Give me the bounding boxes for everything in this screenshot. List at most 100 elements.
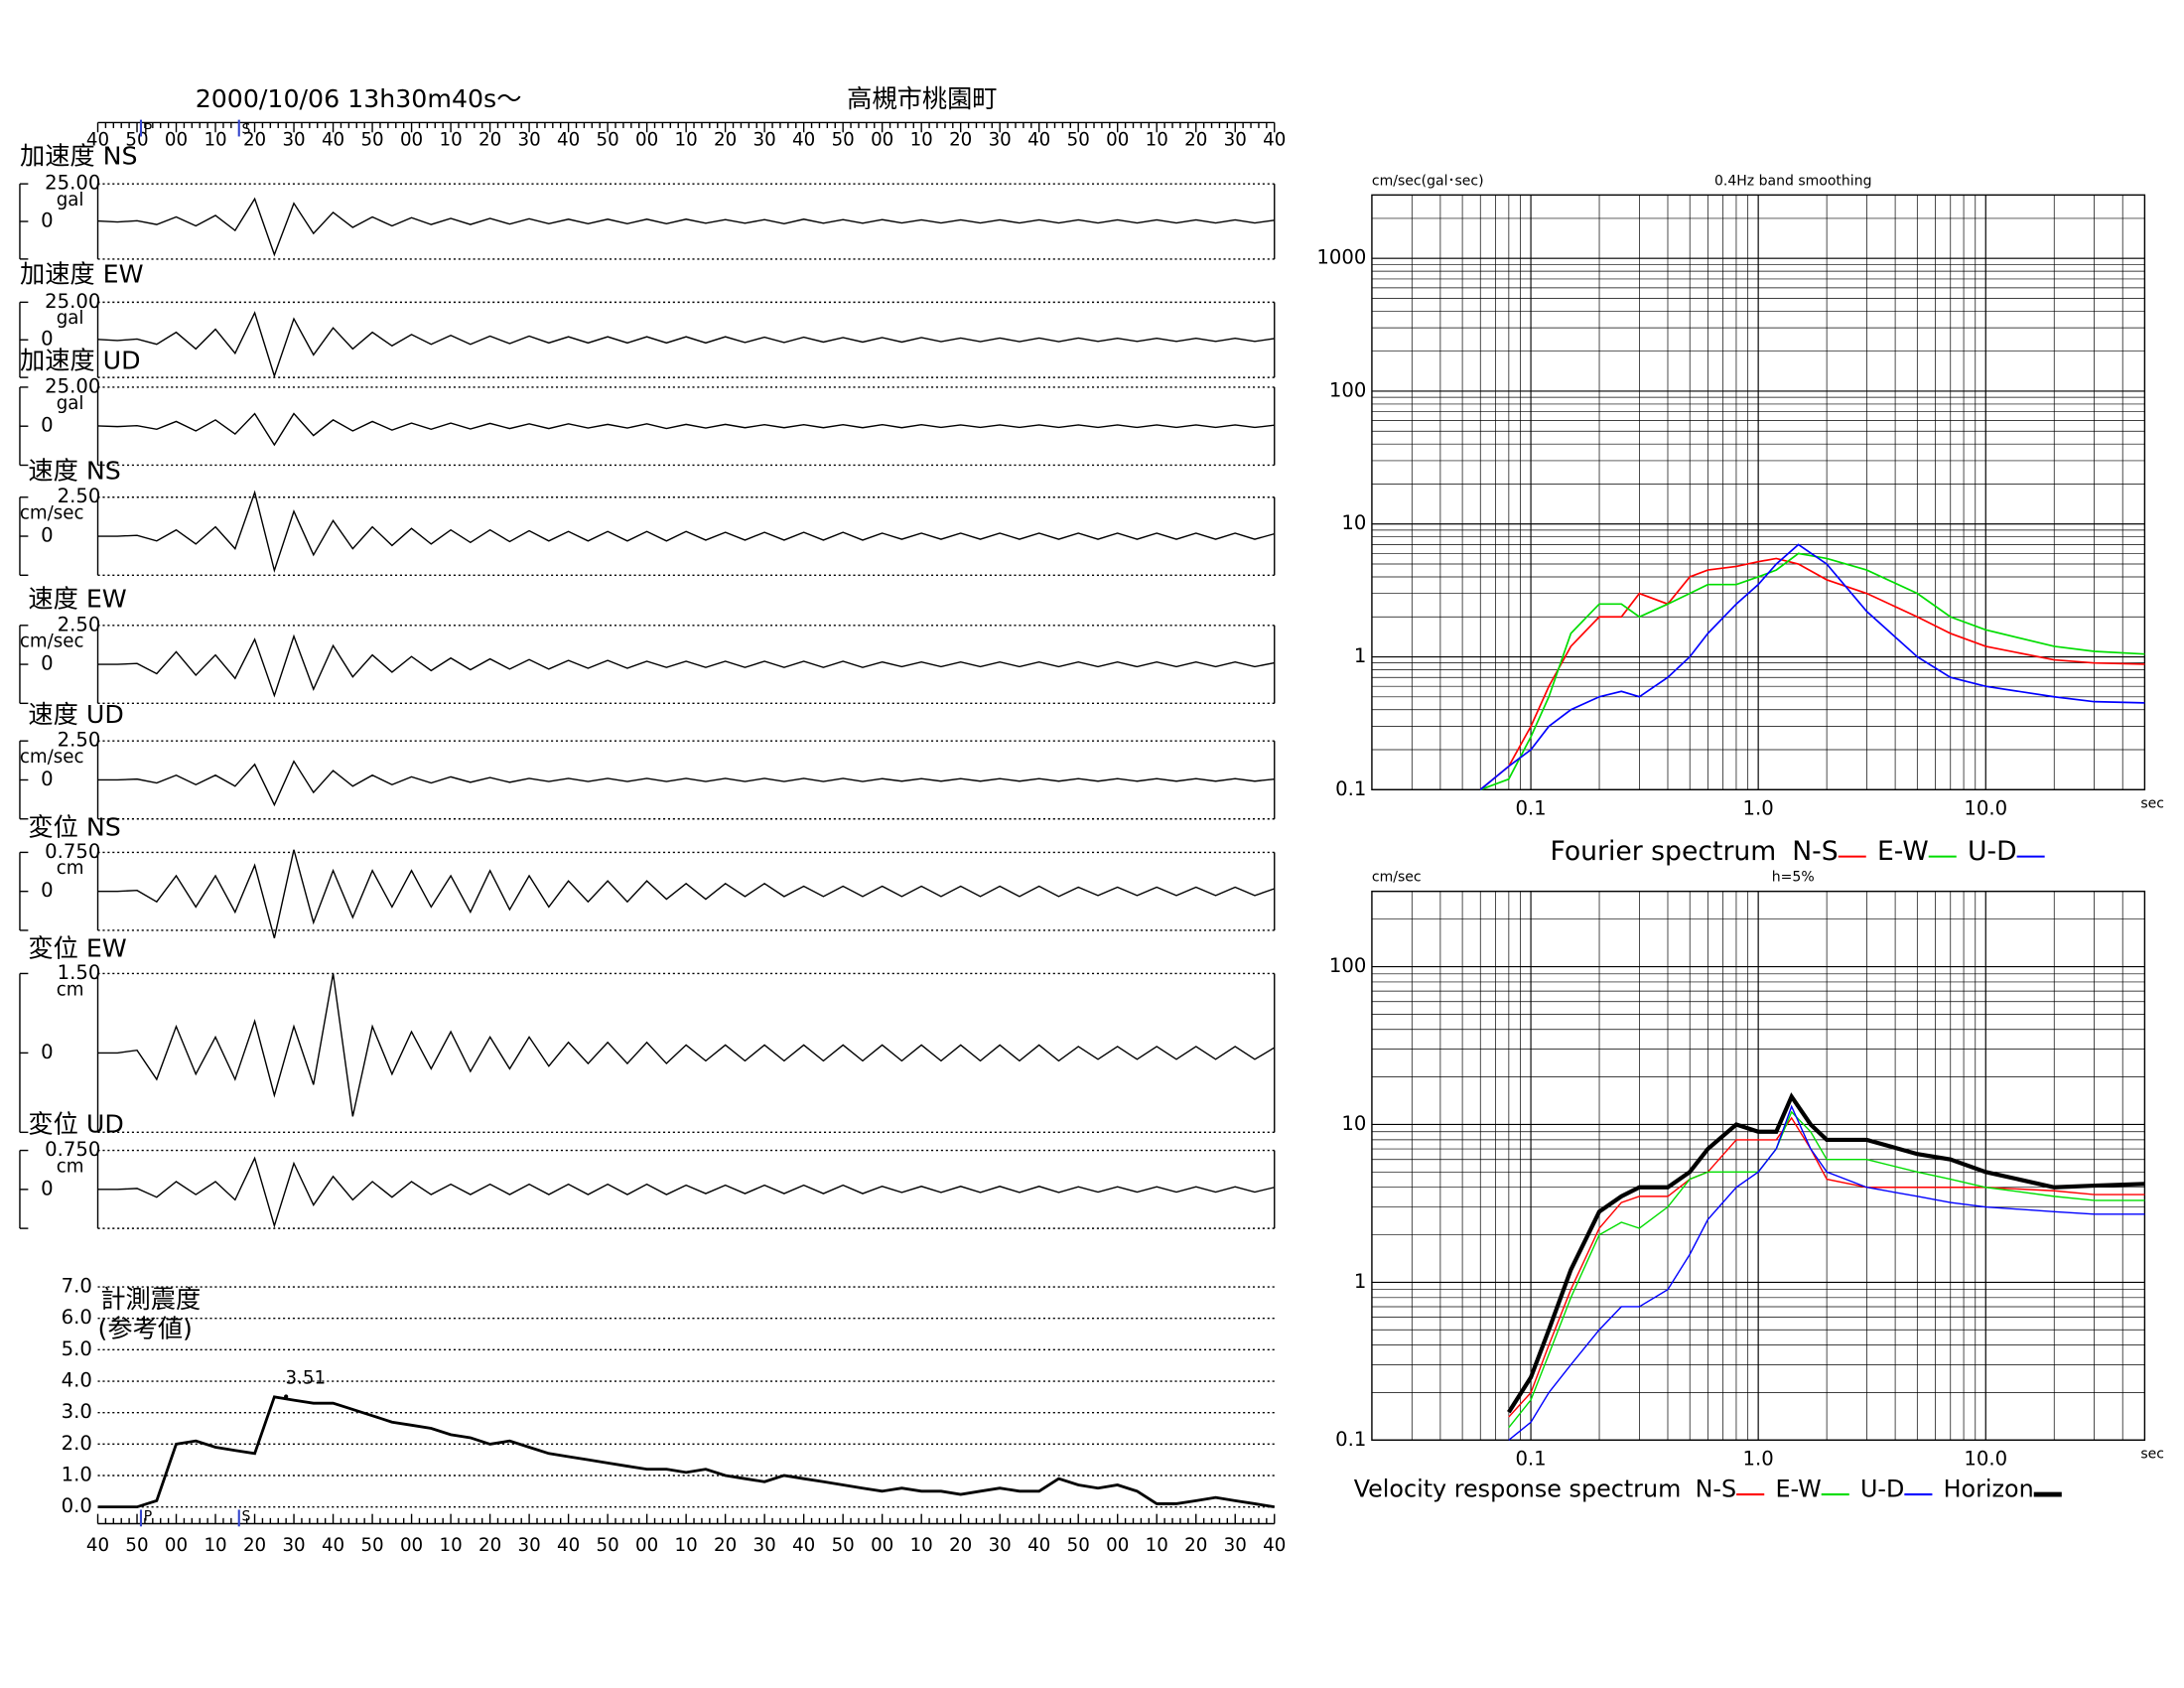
- x-tick-label: 20: [243, 130, 266, 151]
- y-tick-label: 25.00: [45, 374, 100, 397]
- x-tick-label: 10: [204, 130, 226, 151]
- y-tick-label: 1000: [1316, 246, 1366, 269]
- x-tick-label: 40: [1027, 1535, 1050, 1556]
- x-tick-label: 40: [1263, 130, 1286, 151]
- x-tick-label: 40: [322, 1535, 344, 1556]
- unit-label: cm: [57, 979, 84, 1000]
- x-tick-label: 40: [322, 130, 344, 151]
- legend-label: E-W: [1775, 1475, 1821, 1502]
- y-tick-label: 3.0: [62, 1400, 92, 1423]
- x-tick-label: 30: [753, 130, 776, 151]
- y-tick-label: 1: [1354, 644, 1367, 667]
- trace-name: 変位 UD: [28, 1109, 123, 1138]
- y-axis-label: cm/sec(gal･sec): [1372, 173, 1484, 189]
- station-name: 高槻市桃園町: [847, 84, 997, 113]
- x-tick-label: 40: [1263, 1535, 1286, 1556]
- x-tick-label: 30: [753, 1535, 776, 1556]
- phase-label: S: [242, 1508, 251, 1524]
- y-tick-label: 4.0: [62, 1369, 92, 1392]
- waveform: [97, 490, 1275, 574]
- trace-name: 加速度 UD: [20, 347, 141, 375]
- x-tick-label: 10: [204, 1535, 226, 1556]
- waveform: [97, 760, 1275, 807]
- x-tick-label: 0.1: [1515, 796, 1546, 819]
- x-tick-label: 1.0: [1743, 1447, 1774, 1470]
- chart-title: 0.4Hz band smoothing: [1714, 173, 1872, 189]
- x-tick-label: 20: [714, 1535, 737, 1556]
- trace-name: 速度 UD: [28, 700, 123, 729]
- phase-label: P: [144, 1508, 152, 1524]
- y-tick-label: 5.0: [62, 1337, 92, 1360]
- trace-name: 速度 NS: [28, 456, 120, 485]
- y-tick-label: 0.1: [1335, 777, 1366, 800]
- unit-label: gal: [57, 190, 84, 211]
- legend-title: Velocity response spectrum: [1354, 1475, 1682, 1502]
- x-tick-label: 40: [1027, 130, 1050, 151]
- y-tick-label: 7.0: [62, 1275, 92, 1298]
- y-tick-label: 0: [41, 328, 54, 351]
- y-tick-label: 2.50: [58, 613, 101, 635]
- x-tick-label: 50: [360, 130, 383, 151]
- spectrum-line: [1508, 1104, 2145, 1441]
- y-tick-label: 0: [41, 768, 54, 790]
- x-tick-label: 00: [635, 1535, 658, 1556]
- x-tick-label: 40: [792, 130, 815, 151]
- x-tick-label: 50: [1067, 130, 1090, 151]
- y-tick-label: 1.50: [58, 961, 101, 984]
- x-tick-label: 00: [871, 1535, 893, 1556]
- y-tick-label: 0: [41, 414, 54, 437]
- y-tick-label: 2.50: [58, 729, 101, 752]
- x-tick-label: 30: [1224, 130, 1247, 151]
- y-tick-label: 25.00: [45, 172, 100, 195]
- spectrum-line: [1507, 1092, 2145, 1414]
- x-tick-label: 30: [282, 130, 305, 151]
- x-tick-label: 0.1: [1515, 1447, 1546, 1470]
- y-tick-label: 0.750: [45, 1138, 100, 1161]
- peak-marker: [284, 1394, 289, 1399]
- x-tick-label: 20: [1184, 1535, 1207, 1556]
- x-tick-label: 10.0: [1964, 796, 2007, 819]
- y-tick-label: 0.750: [45, 840, 100, 863]
- x-tick-label: 50: [832, 1535, 855, 1556]
- legend-title: Fourier spectrum: [1550, 836, 1776, 867]
- intensity-line: [97, 1395, 1275, 1509]
- x-tick-label: 1.0: [1743, 796, 1774, 819]
- y-tick-label: 0: [41, 1041, 54, 1063]
- legend-label: U-D: [1860, 1475, 1904, 1502]
- x-tick-label: 00: [165, 1535, 188, 1556]
- y-tick-label: 0: [41, 210, 54, 232]
- y-tick-label: 6.0: [62, 1306, 92, 1329]
- x-tick-label: 50: [360, 1535, 383, 1556]
- x-tick-label: 30: [1224, 1535, 1247, 1556]
- x-tick-label: 30: [518, 130, 541, 151]
- trace-name: 加速度 NS: [20, 141, 138, 170]
- y-tick-label: 1.0: [62, 1463, 92, 1485]
- x-tick-label: 10: [439, 130, 462, 151]
- waveform: [97, 849, 1275, 939]
- y-tick-label: 100: [1329, 954, 1366, 977]
- x-tick-label: 30: [518, 1535, 541, 1556]
- x-tick-label: 30: [282, 1535, 305, 1556]
- unit-label: gal: [57, 308, 84, 329]
- x-tick-label: 10: [675, 1535, 698, 1556]
- x-tick-label: 30: [989, 1535, 1012, 1556]
- intensity-subtitle: (参考値): [98, 1315, 193, 1343]
- spectrum-line: [1508, 1116, 2145, 1418]
- unit-label: cm/sec: [20, 632, 84, 652]
- y-tick-label: 2.0: [62, 1432, 92, 1455]
- x-tick-label: 40: [557, 1535, 580, 1556]
- y-tick-label: 0.0: [62, 1494, 92, 1517]
- x-tick-label: 50: [125, 1535, 148, 1556]
- y-tick-label: 0.1: [1335, 1428, 1366, 1451]
- y-tick-label: 10: [1341, 511, 1366, 534]
- x-tick-label: 00: [1106, 1535, 1129, 1556]
- waveform: [97, 973, 1276, 1117]
- y-axis-label: cm/sec: [1372, 870, 1422, 886]
- x-tick-label: 30: [989, 130, 1012, 151]
- legend-label: U-D: [1968, 836, 2017, 867]
- spectrum-line: [1479, 557, 2145, 790]
- waveform: [97, 197, 1275, 257]
- x-tick-label: 10.0: [1964, 1447, 2007, 1470]
